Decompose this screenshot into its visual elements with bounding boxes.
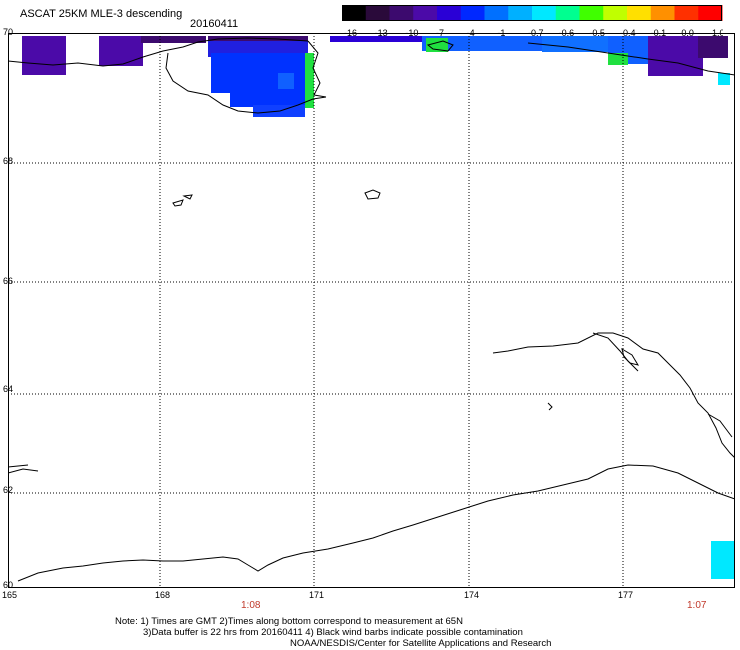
colorbar-swatch: [484, 5, 509, 21]
map-frame: [8, 33, 735, 588]
colorbar-swatch: [627, 5, 652, 21]
colorbar-swatch: [365, 5, 390, 21]
graticule: [8, 33, 735, 588]
time-label-left: 1:08: [241, 600, 261, 611]
colorbar-swatch: [650, 5, 675, 21]
colorbar-swatch: [413, 5, 438, 21]
note-line-2: 3)Data buffer is 22 hrs from 20160411 4)…: [143, 627, 523, 638]
lon-label-174: 174: [464, 590, 480, 600]
colorbar-swatch: [437, 5, 462, 21]
scatterometer-swath: [22, 36, 735, 579]
colorbar-swatch: [342, 5, 367, 21]
colorbar-swatch: [603, 5, 628, 21]
wind-map: [8, 33, 735, 588]
colorbar-swatch: [579, 5, 604, 21]
lon-label-168: 168: [155, 590, 171, 600]
coastline: [8, 37, 735, 582]
time-label-right: 1:07: [687, 600, 707, 611]
lon-label-165: 165: [2, 590, 18, 600]
colorbar-swatch: [389, 5, 414, 21]
lon-label-177: 177: [618, 590, 634, 600]
colorbar-swatch: [508, 5, 533, 21]
colorbar-swatch: [460, 5, 485, 21]
product-date: 20160411: [190, 18, 239, 30]
lat-label-70: 70: [3, 27, 14, 37]
note-line-1: Note: 1) Times are GMT 2)Times along bot…: [115, 616, 463, 627]
colorbar-swatch: [555, 5, 580, 21]
colorbar-swatch: [674, 5, 699, 21]
colorbar-swatch: [698, 5, 723, 21]
colorbar-swatch: [532, 5, 557, 21]
note-line-3: NOAA/NESDIS/Center for Satellite Applica…: [290, 638, 552, 649]
product-title: ASCAT 25KM MLE-3 descending: [20, 8, 183, 20]
lon-label-171: 171: [309, 590, 325, 600]
colorbar-frame: [342, 5, 722, 21]
